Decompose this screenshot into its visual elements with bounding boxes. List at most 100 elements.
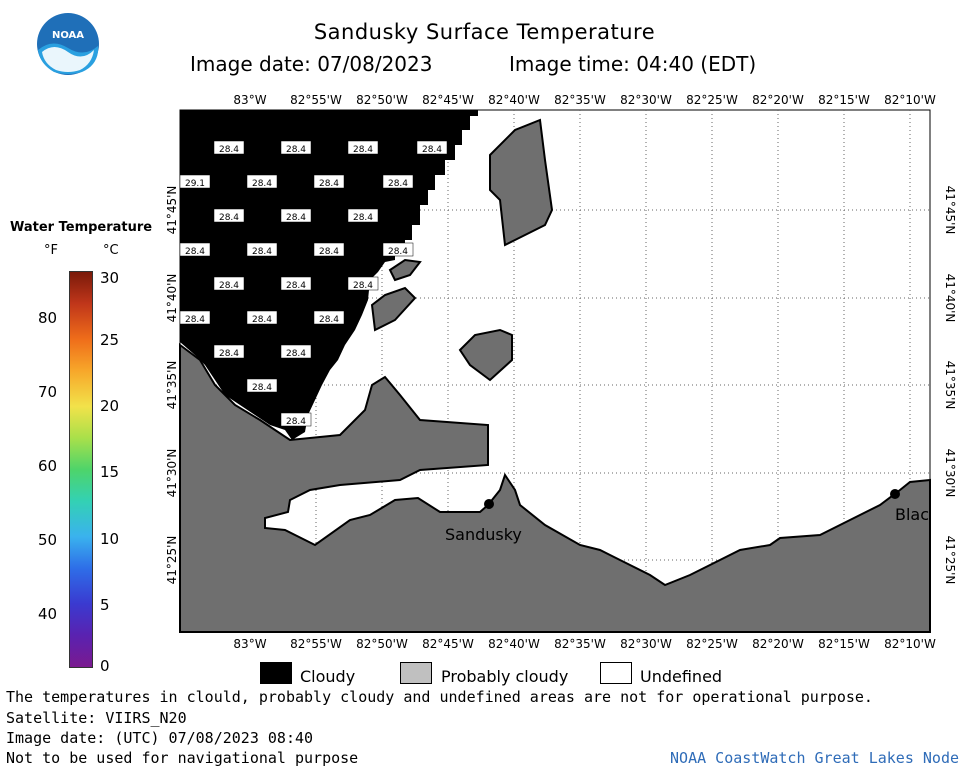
longitude-label: 82°25'W <box>686 93 738 107</box>
image-time: Image time: 04:40 (EDT) <box>509 52 757 76</box>
temperature-label: 28.4 <box>286 145 306 155</box>
temperature-label: 28.4 <box>319 247 339 257</box>
temperature-label: 28.4 <box>319 315 339 325</box>
temperature-label: 28.4 <box>286 417 306 427</box>
image-date: Image date: 07/08/2023 <box>190 52 433 76</box>
colorbar-c-tick: 25 <box>100 331 120 349</box>
longitude-label: 82°15'W <box>818 637 870 651</box>
longitude-labels-top: 83°W 82°55'W 82°50'W 82°45'W 82°40'W 82°35'W 8… <box>233 93 936 107</box>
longitude-label: 82°30'W <box>620 93 672 107</box>
longitude-label: 82°20'W <box>752 93 804 107</box>
legend-swatch-undefined <box>600 662 632 684</box>
longitude-labels-bottom: 83°W 82°55'W 82°50'W 82°45'W 82°40'W 82°35'W 8… <box>233 637 936 651</box>
island-small <box>388 258 422 282</box>
temperature-label: 28.4 <box>353 213 373 223</box>
temperature-label: 28.4 <box>252 315 272 325</box>
temperature-label-box <box>347 208 379 223</box>
temperature-label-box <box>179 242 211 257</box>
temperature-label: 28.4 <box>252 179 272 189</box>
colorbar-f-tick: 60 <box>38 457 58 475</box>
temperature-label-box <box>213 276 245 291</box>
temperature-label: 28.4 <box>185 315 205 325</box>
temperature-label-box <box>213 344 245 359</box>
temperature-label-box <box>280 276 312 291</box>
temperature-label: 28.4 <box>422 145 442 155</box>
legend-swatch-cloudy <box>260 662 292 684</box>
legend-label-probably-cloudy: Probably cloudy <box>441 667 569 686</box>
legend-label-cloudy: Cloudy <box>300 667 356 686</box>
temperature-label: 28.4 <box>219 349 239 359</box>
longitude-label: 82°55'W <box>290 637 342 651</box>
legend-label-undefined: Undefined <box>640 667 723 686</box>
colorbar <box>69 271 93 668</box>
latitude-label: 41°35'N <box>165 361 179 410</box>
mainland-shore <box>179 343 931 633</box>
temperature-label: 28.4 <box>286 213 306 223</box>
longitude-label: 82°40'W <box>488 93 540 107</box>
longitude-label: 82°20'W <box>752 637 804 651</box>
temperature-label-box <box>313 242 345 257</box>
longitude-label: 82°50'W <box>356 637 408 651</box>
longitude-label: 82°10'W <box>884 637 936 651</box>
cloud-area <box>180 110 478 440</box>
satellite-text: Satellite: VIIRS_N20 <box>6 709 187 727</box>
temperature-label-box <box>382 174 414 189</box>
temperature-label: 28.4 <box>388 179 408 189</box>
longitude-label: 82°55'W <box>290 93 342 107</box>
temperature-label-box <box>313 310 345 325</box>
temperature-label-box <box>280 344 312 359</box>
colorbar-f-tick: 80 <box>38 309 58 327</box>
latitude-label: 41°40'N <box>165 274 179 323</box>
latitude-label: 41°45'N <box>943 186 957 235</box>
latitude-label: 41°25'N <box>165 536 179 585</box>
temperature-label: 28.4 <box>185 247 205 257</box>
latitude-labels-right: 41°45'N 41°40'N 41°35'N 41°30'N 41°25'N <box>943 186 957 585</box>
colorbar-c-tick: 10 <box>100 530 120 548</box>
temperature-label-box <box>179 174 211 189</box>
temperature-label: 28.4 <box>286 349 306 359</box>
longitude-label: 82°40'W <box>488 637 540 651</box>
noaa-logo-text: NOAA <box>52 30 84 41</box>
temperature-label: 28.4 <box>286 281 306 291</box>
temperature-label: 28.4 <box>219 281 239 291</box>
land <box>179 118 931 633</box>
colorbar-f-tick: 70 <box>38 383 58 401</box>
colorbar-c-tick: 20 <box>100 397 120 415</box>
longitude-label: 82°30'W <box>620 637 672 651</box>
city-marker-sandusky <box>484 499 494 509</box>
longitude-label: 82°45'W <box>422 93 474 107</box>
temperature-label-box <box>313 174 345 189</box>
noaa-logo: NOAA <box>37 13 99 75</box>
temperature-label: 28.4 <box>388 247 408 257</box>
temperature-label-box <box>246 310 278 325</box>
temperature-label: 28.4 <box>219 145 239 155</box>
temperature-label: 28.4 <box>319 179 339 189</box>
temperature-label-box <box>280 412 312 427</box>
colorbar-c-tick: 5 <box>100 596 110 614</box>
temperature-label-box <box>213 208 245 223</box>
latitude-label: 41°30'N <box>943 449 957 498</box>
temperature-label-box <box>246 378 278 393</box>
island-middle <box>458 328 513 382</box>
temperature-label-box <box>416 140 448 155</box>
temperature-label: 29.1 <box>185 179 205 189</box>
temperature-label-box <box>347 276 379 291</box>
temperature-label-box <box>347 140 379 155</box>
utc-date-text: Image date: (UTC) 07/08/2023 08:40 <box>6 729 314 747</box>
disclaimer-text: The temperatures in clould, probably clo… <box>6 688 873 706</box>
city-label-blac: Blac <box>895 505 929 524</box>
legend-swatch-probably-cloudy <box>400 662 432 684</box>
latitude-label: 41°30'N <box>165 449 179 498</box>
latitude-label: 41°40'N <box>943 274 957 323</box>
latitude-label: 41°25'N <box>943 536 957 585</box>
temperature-labels: 28.4 28.4 28.4 28.4 29.1 28.4 28.4 28.4 28.4 28.4… <box>179 140 448 427</box>
longitude-label: 82°45'W <box>422 637 474 651</box>
colorbar-title: Water Temperature <box>10 220 153 235</box>
colorbar-unit-f: °F <box>44 243 58 258</box>
island-north <box>489 118 554 247</box>
longitude-label: 82°25'W <box>686 637 738 651</box>
latitude-labels-left: 41°45'N 41°40'N 41°35'N 41°30'N 41°25'N <box>165 186 179 585</box>
page-title: Sandusky Surface Temperature <box>313 20 656 44</box>
temperature-label: 28.4 <box>219 213 239 223</box>
